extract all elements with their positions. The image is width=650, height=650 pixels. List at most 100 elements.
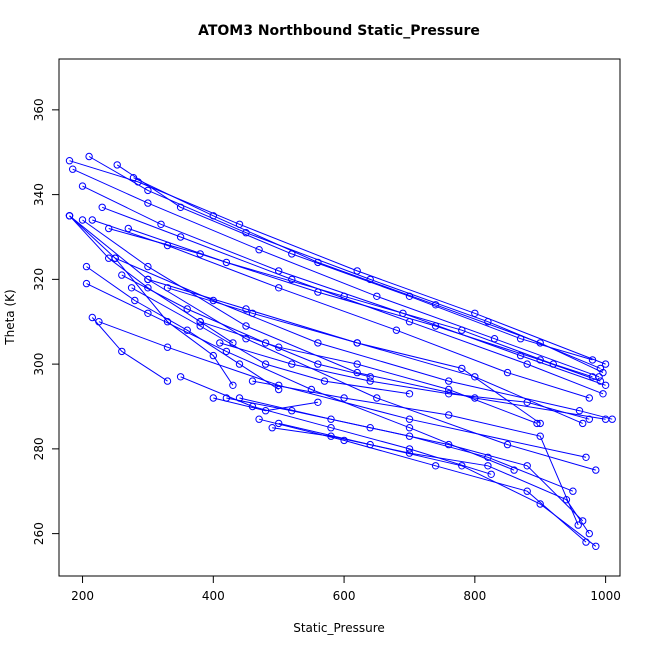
data-point [536, 500, 544, 508]
data-point [405, 432, 414, 440]
data-point [579, 419, 587, 428]
data-point [163, 377, 172, 385]
y-tick-label: 340 [32, 183, 46, 206]
data-point [314, 339, 322, 347]
data-point [340, 436, 348, 445]
y-tick-label: 320 [32, 268, 46, 291]
data-point [144, 199, 152, 207]
data-point [242, 322, 250, 330]
data-point [144, 309, 152, 317]
data-point [314, 258, 322, 267]
series-23 [65, 212, 600, 474]
data-point [176, 233, 185, 241]
data-point [78, 216, 87, 224]
data-point [176, 373, 185, 381]
data-point [536, 432, 544, 440]
data-point [366, 424, 374, 432]
y-tick-label: 260 [32, 522, 46, 545]
data-point [129, 174, 138, 182]
series-line [133, 177, 604, 374]
data-point [314, 398, 322, 406]
data-point [105, 254, 113, 262]
data-point [458, 326, 466, 334]
series-line [278, 422, 597, 547]
data-point [373, 394, 381, 402]
data-point [484, 462, 492, 470]
data-point [255, 246, 263, 254]
series-15 [163, 284, 544, 428]
series-19 [82, 262, 283, 394]
series-line [102, 206, 604, 395]
data-point [327, 424, 335, 432]
data-point [78, 182, 87, 190]
y-axis: 260 280 300 320 340 360 [32, 98, 60, 545]
y-tick-label: 360 [32, 98, 46, 121]
data-point [255, 415, 263, 423]
series-line [115, 257, 613, 420]
series-line [116, 164, 593, 361]
data-point [65, 212, 74, 220]
data-point [588, 373, 597, 381]
series-20 [82, 279, 518, 474]
data-point [88, 216, 97, 224]
series-22 [88, 313, 172, 385]
series-8 [105, 224, 605, 385]
y-tick-label: 300 [32, 353, 46, 376]
data-point [82, 279, 91, 288]
series-28 [255, 415, 590, 546]
series-line [91, 317, 168, 382]
data-point [144, 262, 152, 271]
series-12 [78, 216, 610, 423]
data-point [144, 284, 152, 292]
series-line [131, 287, 410, 395]
plot-area [65, 152, 616, 550]
series-1 [65, 157, 610, 368]
data-point [144, 186, 152, 195]
data-point [183, 326, 191, 334]
data-point [523, 462, 531, 470]
data-point [599, 390, 607, 398]
data-point [503, 368, 512, 377]
data-point [242, 335, 250, 343]
series-33 [196, 318, 541, 428]
series-line [239, 397, 574, 492]
data-point [458, 364, 466, 373]
x-tick-label: 600 [333, 589, 356, 603]
data-point [523, 398, 531, 406]
data-point [431, 301, 440, 309]
data-point [405, 415, 414, 423]
data-point [487, 470, 495, 478]
data-point [431, 462, 440, 470]
data-point [327, 415, 335, 423]
data-point [118, 347, 126, 356]
data-point [235, 360, 244, 368]
series-line [128, 228, 593, 378]
data-point [510, 466, 518, 474]
data-point [275, 284, 283, 292]
data-point [65, 157, 74, 165]
series-17 [127, 284, 414, 398]
data-point [163, 343, 172, 351]
data-point [196, 322, 204, 330]
data-point [445, 385, 453, 394]
data-point [261, 360, 270, 368]
data-point [585, 394, 593, 402]
data-point [113, 161, 121, 169]
data-point [98, 203, 106, 212]
series-line [82, 219, 606, 420]
series-line [167, 287, 541, 424]
data-point [523, 360, 531, 368]
data-point [445, 440, 453, 449]
data-point [307, 385, 316, 394]
series-27 [268, 424, 593, 538]
series-line [72, 168, 600, 378]
series-24 [216, 339, 593, 423]
data-point [366, 373, 374, 381]
data-point [261, 339, 270, 347]
data-point [275, 419, 283, 428]
data-point [222, 258, 231, 267]
data-point [471, 373, 479, 381]
data-point [503, 440, 512, 449]
data-point [599, 368, 607, 377]
data-point [127, 284, 136, 292]
